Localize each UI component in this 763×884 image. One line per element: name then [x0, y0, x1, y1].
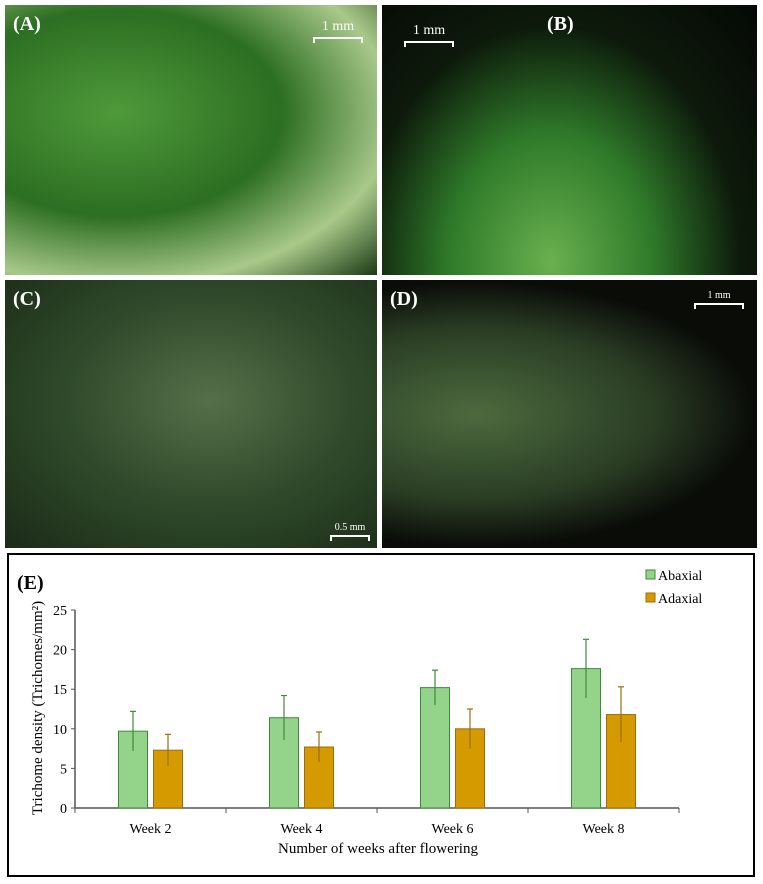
scale-label: 1 mm — [321, 19, 355, 34]
legend-label: Abaxial — [658, 569, 702, 584]
bar-abaxial — [420, 687, 450, 809]
y-tick-label: 10 — [53, 723, 67, 738]
panel-c-label: (C) — [13, 288, 41, 310]
y-axis-label: Trichome density (Trichomes/mm²) — [30, 601, 46, 815]
x-tick-label: Week 6 — [431, 822, 473, 837]
x-tick-label: Week 4 — [280, 822, 322, 837]
chart-panel: (E) Abaxial Adaxial 0 5 10 15 20 25 Week 2 Week … — [7, 553, 755, 877]
panel-c-photo: (C) 0.5 mm — [5, 280, 377, 548]
y-tick-label: 15 — [53, 683, 67, 698]
panel-a-label: (A) — [13, 13, 41, 35]
y-tick-label: 20 — [53, 644, 67, 659]
scale-label: 1 mm — [707, 290, 731, 301]
legend: Abaxial Adaxial — [645, 569, 702, 607]
x-axis-label: Number of weeks after flowering — [278, 841, 478, 857]
panel-b-photo: (B) 1 mm — [382, 5, 757, 275]
legend-swatch — [645, 569, 656, 580]
scale-bar: 1 mm — [694, 290, 744, 309]
scale-bar: 1 mm — [313, 19, 363, 43]
x-tick-label: Week 2 — [129, 822, 171, 837]
y-tick-label: 25 — [53, 604, 67, 619]
scale-label: 1 mm — [412, 23, 446, 38]
bar-chart: (E) Abaxial Adaxial 0 5 10 15 20 25 Week 2 Week … — [17, 569, 702, 857]
scale-label: 0.5 mm — [334, 522, 366, 533]
legend-label: Adaxial — [658, 592, 702, 607]
panel-d-label: (D) — [390, 288, 418, 310]
panel-a-photo: (A) 1 mm — [5, 5, 377, 275]
bar-adaxial — [455, 728, 485, 809]
panel-d-photo: (D) 1 mm — [382, 280, 757, 548]
y-tick-label: 0 — [60, 802, 67, 817]
legend-swatch — [645, 592, 656, 603]
y-tick-label: 5 — [60, 762, 67, 777]
scale-bar: 1 mm — [404, 23, 454, 47]
panel-e-label: (E) — [17, 572, 44, 594]
scale-bar: 0.5 mm — [330, 522, 370, 541]
panel-b-label: (B) — [547, 13, 574, 35]
bar-abaxial — [118, 730, 148, 809]
x-tick-label: Week 8 — [582, 822, 624, 837]
